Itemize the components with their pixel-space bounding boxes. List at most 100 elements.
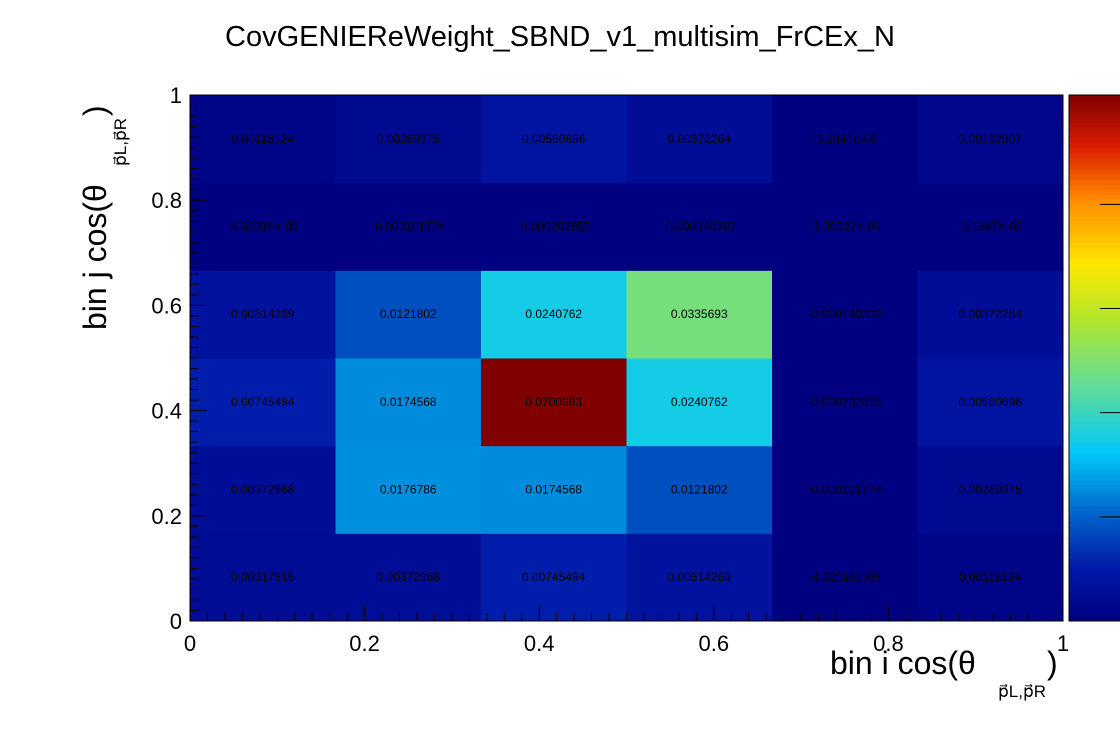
- y-tick-label: 0.8: [151, 188, 182, 213]
- color-scale-segment: [1069, 557, 1120, 564]
- cell-value-label: 0.0121802: [671, 483, 728, 497]
- heatmap-cell: [480, 445, 627, 534]
- color-scale-segment: [1069, 615, 1120, 622]
- color-scale-segment: [1069, 463, 1120, 469]
- color-scale-segment: [1069, 373, 1120, 380]
- color-scale-segment: [1069, 452, 1120, 459]
- cell-value-label: 0.0700983: [525, 395, 582, 409]
- cell-value-label: 0.00514269: [668, 570, 732, 584]
- color-scale-segment: [1069, 594, 1120, 601]
- cell-value-label: 0.00514269: [231, 307, 295, 321]
- color-scale-segment: [1069, 331, 1120, 338]
- cell-value-label: -2.35322e-06: [809, 220, 881, 234]
- heatmap-cell: [626, 533, 773, 622]
- heatmap-cell: [626, 182, 773, 271]
- cell-value-label: 0.00317515: [231, 570, 295, 584]
- color-scale-segment: [1069, 347, 1120, 354]
- heatmap-cell: [190, 182, 337, 271]
- cell-value-label: 0.00745494: [231, 395, 295, 409]
- color-scale-segment: [1069, 273, 1120, 280]
- heatmap-cell: [335, 95, 482, 184]
- color-scale-segment: [1069, 589, 1120, 596]
- y-tick-label: 0.6: [151, 293, 182, 318]
- axes: 0 0.2 0.4 0.6 0.8 1 0 0.2 0.4 0.6 0.8 1: [151, 83, 1069, 656]
- cell-value-label: 0.00118124: [959, 570, 1022, 584]
- heatmap-cell: [772, 182, 918, 271]
- color-scale-segment: [1069, 142, 1120, 149]
- color-scale-segment: [1069, 389, 1120, 396]
- heatmap-cells: [190, 95, 1064, 622]
- x-tick-label: 0.8: [873, 631, 904, 656]
- cell-value-label: -0.000101774: [808, 483, 882, 497]
- color-scale-segment: [1069, 410, 1120, 417]
- heatmap-cell: [917, 270, 1064, 359]
- color-scale-segment: [1069, 500, 1120, 506]
- color-scale-segment: [1069, 279, 1120, 285]
- heatmap-cell: [335, 533, 482, 622]
- color-scale-segment: [1069, 521, 1120, 527]
- x-tick-label: 1: [1057, 631, 1069, 656]
- color-scale-segment: [1069, 263, 1120, 270]
- color-scale-segment: [1069, 258, 1120, 264]
- y-axis-title: bin j cos(θ p⃗L,p⃗R ): [77, 105, 130, 330]
- chart-title: CovGENIEReWeight_SBND_v1_multisim_FrCEx_…: [225, 21, 895, 53]
- color-scale-segment: [1069, 489, 1120, 496]
- color-scale-segment: [1069, 536, 1120, 543]
- color-scale-segment: [1069, 163, 1120, 170]
- color-scale-segment: [1069, 468, 1120, 475]
- color-scale-segment: [1069, 121, 1120, 128]
- color-scale-segment: [1069, 473, 1120, 480]
- heatmap-cell: [917, 358, 1064, 447]
- color-scale-segment: [1069, 137, 1120, 143]
- color-scale-segment: [1069, 179, 1120, 185]
- color-scale-segment: [1069, 189, 1120, 196]
- heatmap-cell-labels: 0.00317515 0.00372968 0.00745494 0.00514269…: [227, 132, 1023, 584]
- color-scale-segment: [1069, 478, 1120, 485]
- color-scale-segment: [1069, 237, 1120, 243]
- color-scale-segment: [1069, 563, 1120, 569]
- heatmap-cell: [190, 95, 337, 184]
- color-scale-segment: [1069, 321, 1120, 327]
- color-scale-segment: [1069, 363, 1120, 370]
- heatmap-cell: [335, 445, 482, 534]
- color-scale-segment: [1069, 226, 1120, 233]
- color-scale-segment: [1069, 105, 1120, 112]
- cell-value-label: 0.00192907: [959, 132, 1023, 146]
- color-scale-segment: [1069, 284, 1120, 291]
- heatmap-cell: [335, 358, 482, 447]
- y-axis-title-close: ): [77, 105, 113, 116]
- cell-value-label: -4.32016e-05: [809, 570, 881, 584]
- color-scale-segment: [1069, 310, 1120, 317]
- color-scale-segment: [1069, 368, 1120, 375]
- color-scale-segment: [1069, 247, 1120, 254]
- cell-value-label: 0.0174568: [525, 483, 582, 497]
- cell-value-label: 0.00372968: [231, 483, 295, 497]
- color-scale-segment: [1069, 215, 1120, 222]
- color-scale: [1068, 94, 1120, 622]
- heatmap-cell: [190, 445, 337, 534]
- heatmap-cell: [626, 358, 773, 447]
- svg-text:bin i cos(θ: bin i cos(θ: [830, 645, 976, 681]
- color-scale-segment: [1069, 95, 1120, 101]
- cell-value-label: 0.00269375: [959, 483, 1023, 497]
- heatmap-cell: [626, 445, 773, 534]
- x-axis-title-main: bin i cos(θ: [830, 645, 976, 681]
- color-scale-segment: [1069, 584, 1120, 590]
- color-scale-segment: [1069, 210, 1120, 217]
- color-scale-segment: [1069, 431, 1120, 438]
- color-scale-segment: [1069, 221, 1120, 227]
- heatmap-cell: [917, 95, 1064, 184]
- heatmap-cell: [335, 182, 482, 271]
- cell-value-label: -0.000140302: [662, 220, 736, 234]
- color-scale-segment: [1069, 205, 1120, 212]
- cell-value-label: 0.00372264: [668, 132, 732, 146]
- cell-value-label: 0.00560696: [522, 132, 586, 146]
- color-scale-segment: [1069, 289, 1120, 296]
- color-scale-segment: [1069, 547, 1120, 554]
- color-scale-segment: [1069, 605, 1120, 611]
- cell-value-label: -3.1847e-05: [958, 220, 1023, 234]
- heatmap-cell: [480, 358, 627, 447]
- heatmap-cell: [190, 533, 337, 622]
- color-scale-segment: [1069, 415, 1120, 422]
- color-scale-segment: [1069, 531, 1120, 538]
